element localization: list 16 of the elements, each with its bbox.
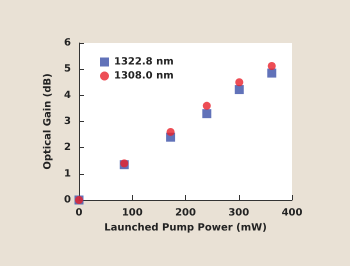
x-tick-label: 300 (228, 208, 250, 218)
x-tick-label: 0 (76, 208, 83, 218)
x-tick-label: 400 (282, 208, 302, 218)
y-tick-label: 3 (64, 116, 72, 127)
y-axis-title: Optical Gain (dB) (42, 73, 54, 170)
y-tick-label: 2 (64, 142, 72, 154)
y-tick-label: 5 (64, 64, 72, 75)
legend-label: 1322.8 nm (114, 56, 174, 68)
y-tick-label: 1 (64, 168, 72, 180)
legend-label: 1308.0 nm (114, 70, 174, 82)
y-tick-label: 0 (64, 194, 72, 206)
x-tick-label: 100 (122, 208, 143, 218)
y-tick-label: 4 (64, 90, 72, 101)
x-axis-title: Launched Pump Power (mW) (104, 222, 267, 234)
x-tick-label: 200 (175, 208, 196, 218)
y-tick-label: 6 (64, 38, 72, 48)
